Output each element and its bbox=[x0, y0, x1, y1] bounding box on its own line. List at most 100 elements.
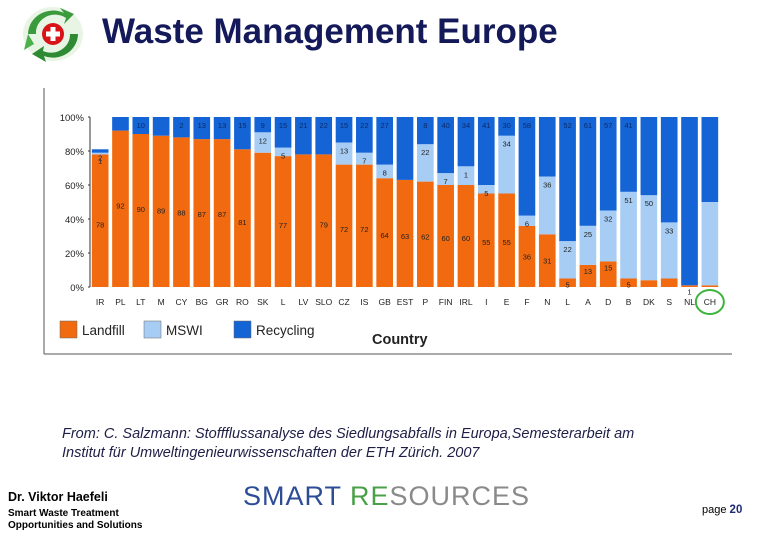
data-label: 77 bbox=[279, 221, 287, 230]
x-tick-label: LV bbox=[298, 297, 308, 307]
data-label: 27 bbox=[381, 121, 389, 130]
data-label: 13 bbox=[340, 147, 348, 156]
bar-segment-mswi bbox=[457, 166, 475, 185]
x-tick-label: B bbox=[626, 297, 632, 307]
x-tick-label: CZ bbox=[338, 297, 349, 307]
bar-segment-mswi bbox=[437, 173, 454, 185]
data-label: 60 bbox=[441, 234, 449, 243]
bar-segment-recycling bbox=[274, 117, 292, 148]
bar-segment-landfill bbox=[173, 137, 190, 287]
bar-segment-mswi bbox=[620, 191, 637, 279]
y-tick-label: 40% bbox=[65, 215, 85, 226]
bar-segment-recycling bbox=[132, 117, 150, 134]
page-title: Waste Management Europe bbox=[102, 12, 558, 51]
data-label: 2 bbox=[179, 121, 183, 130]
x-tick-label: CH bbox=[704, 297, 716, 307]
data-label: 7 bbox=[444, 177, 448, 186]
bar-segment-recycling bbox=[173, 117, 190, 138]
bar-segment-recycling bbox=[538, 117, 556, 177]
bar-segment-recycling bbox=[437, 117, 454, 174]
bar-segment-mswi bbox=[254, 132, 272, 153]
bar-segment-recycling bbox=[315, 117, 333, 155]
data-label: 1 bbox=[464, 170, 468, 179]
data-label: 13 bbox=[218, 121, 226, 130]
x-tick-label: D bbox=[605, 297, 611, 307]
bar-segment-recycling bbox=[356, 117, 373, 153]
data-label: 30 bbox=[502, 121, 510, 130]
bar-segment-mswi bbox=[274, 147, 292, 157]
footer-author-block: Dr. Viktor Haefeli Smart Waste Treatment… bbox=[8, 490, 142, 532]
data-label: 55 bbox=[482, 238, 490, 247]
y-tick-label: 60% bbox=[65, 181, 85, 192]
bar-segment-landfill bbox=[701, 285, 719, 287]
bar-segment-landfill bbox=[254, 152, 272, 287]
legend-label-recycling: Recycling bbox=[256, 323, 315, 338]
x-tick-label: BG bbox=[196, 297, 208, 307]
data-label: 57 bbox=[604, 121, 612, 130]
bar-segment-landfill bbox=[498, 193, 515, 287]
data-label: 92 bbox=[116, 202, 124, 211]
bar-segment-landfill bbox=[193, 139, 211, 287]
data-label: 40 bbox=[441, 121, 449, 130]
y-tick-label: 80% bbox=[65, 147, 85, 158]
bar-segment-landfill bbox=[356, 164, 373, 287]
data-label: 78 bbox=[96, 220, 104, 229]
data-label: 36 bbox=[543, 181, 551, 190]
bar-segment-mswi bbox=[538, 176, 556, 235]
x-tick-label: I bbox=[485, 297, 487, 307]
x-tick-label: L bbox=[565, 297, 570, 307]
bar-segment-landfill bbox=[132, 134, 150, 287]
bar-segment-mswi bbox=[599, 210, 617, 262]
bar-segment-mswi bbox=[640, 195, 658, 281]
data-label: 22 bbox=[421, 148, 429, 157]
bar-segment-recycling bbox=[335, 117, 353, 143]
bar-segment-recycling bbox=[660, 117, 678, 223]
data-label: 1 bbox=[98, 157, 102, 166]
bar-segment-landfill bbox=[477, 193, 495, 287]
bar-segment-landfill bbox=[640, 280, 658, 287]
data-label: 15 bbox=[340, 121, 348, 130]
legend-swatch-mswi bbox=[143, 320, 162, 339]
data-label: 58 bbox=[523, 121, 531, 130]
data-label: 15 bbox=[238, 121, 246, 130]
data-label: 72 bbox=[360, 225, 368, 234]
x-tick-label: SK bbox=[257, 297, 269, 307]
swiss-recycling-logo-icon bbox=[23, 7, 83, 62]
footer-subtitle-2: Opportunities and Solutions bbox=[8, 520, 143, 531]
bar-segment-landfill bbox=[579, 264, 597, 287]
data-label: 88 bbox=[177, 208, 185, 217]
x-tick-label: IR bbox=[96, 297, 105, 307]
bar-segment-recycling bbox=[498, 117, 515, 136]
data-label: 90 bbox=[137, 205, 145, 214]
data-label: 52 bbox=[563, 121, 571, 130]
data-label: 25 bbox=[584, 230, 592, 239]
brand-re: RE bbox=[350, 481, 390, 511]
bar-segment-recycling bbox=[295, 117, 312, 155]
x-tick-label: M bbox=[158, 297, 165, 307]
data-label: 5 bbox=[565, 281, 569, 290]
smart-resources-brand: SMART RESOURCES bbox=[243, 481, 530, 512]
bar-segment-mswi bbox=[498, 135, 515, 194]
bar-segment-landfill bbox=[274, 156, 292, 287]
x-tick-label: RO bbox=[236, 297, 249, 307]
bar-segment-mswi bbox=[91, 152, 109, 155]
x-tick-label: NL bbox=[684, 297, 695, 307]
data-label: 8 bbox=[423, 121, 427, 130]
data-label: 89 bbox=[157, 207, 165, 216]
bar-segment-mswi bbox=[335, 142, 353, 165]
data-label: 64 bbox=[381, 231, 389, 240]
highlight-circle-ch bbox=[694, 289, 725, 315]
bar-segment-landfill bbox=[437, 185, 454, 287]
x-tick-label: LT bbox=[136, 297, 145, 307]
page-number: page 20 bbox=[702, 504, 742, 516]
data-label: 41 bbox=[624, 121, 632, 130]
footer-subtitle-1: Smart Waste Treatment bbox=[8, 508, 119, 519]
data-label: 32 bbox=[604, 215, 612, 224]
bar-segment-recycling bbox=[518, 117, 536, 216]
data-label: 5 bbox=[626, 281, 630, 290]
legend-swatch-landfill bbox=[59, 320, 78, 339]
source-citation: From: C. Salzmann: Stoffflussanalyse des… bbox=[62, 425, 752, 463]
stacked-bar-chart: 0% 20% 40% 60% 80% 100% 78 1 2 IR 92 PL 90 10 LT 89 M 88 2… bbox=[42, 88, 732, 356]
data-label: 6 bbox=[525, 220, 529, 229]
bar-segment-recycling bbox=[376, 117, 394, 165]
